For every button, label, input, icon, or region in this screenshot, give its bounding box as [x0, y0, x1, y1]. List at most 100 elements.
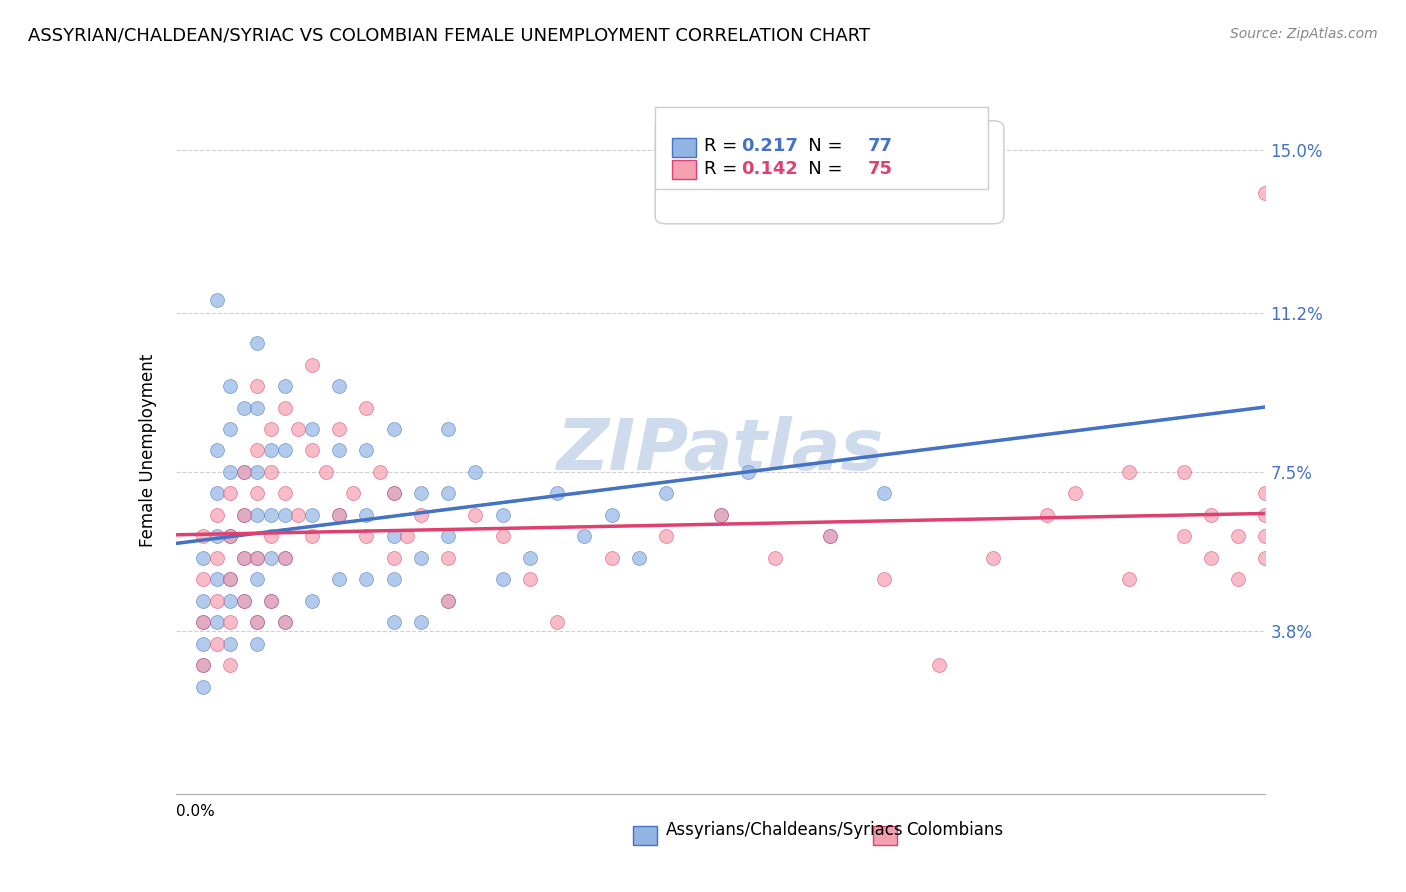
Text: 77: 77	[868, 137, 893, 155]
Point	[382, 422, 405, 436]
Point	[191, 615, 214, 630]
Point	[232, 465, 254, 479]
Point	[1227, 529, 1250, 543]
Point	[232, 550, 254, 565]
Point	[1254, 550, 1277, 565]
Point	[409, 615, 432, 630]
Point	[382, 529, 405, 543]
Point	[246, 486, 269, 500]
Point	[437, 550, 460, 565]
Point	[737, 465, 759, 479]
Point	[710, 508, 733, 522]
Point	[274, 550, 297, 565]
Point	[274, 615, 297, 630]
Point	[274, 615, 297, 630]
Point	[219, 465, 242, 479]
Point	[191, 572, 214, 586]
Point	[260, 443, 283, 458]
Point	[546, 486, 568, 500]
Point	[627, 550, 650, 565]
Text: 0.142: 0.142	[741, 160, 799, 178]
Point	[1199, 508, 1222, 522]
Point	[260, 529, 283, 543]
Point	[382, 486, 405, 500]
Point	[232, 593, 254, 607]
Point	[260, 465, 283, 479]
Point	[600, 550, 623, 565]
Point	[928, 186, 950, 200]
Point	[246, 401, 269, 415]
Point	[1173, 529, 1195, 543]
Point	[328, 572, 350, 586]
Point	[873, 486, 896, 500]
Text: ASSYRIAN/CHALDEAN/SYRIAC VS COLOMBIAN FEMALE UNEMPLOYMENT CORRELATION CHART: ASSYRIAN/CHALDEAN/SYRIAC VS COLOMBIAN FE…	[28, 27, 870, 45]
Point	[260, 508, 283, 522]
Point	[191, 615, 214, 630]
Point	[464, 508, 486, 522]
Point	[246, 550, 269, 565]
Point	[191, 637, 214, 651]
Text: 75: 75	[868, 160, 893, 178]
Text: N =: N =	[792, 160, 849, 178]
Point	[409, 550, 432, 565]
Point	[1254, 508, 1277, 522]
Point	[981, 550, 1004, 565]
Point	[232, 508, 254, 522]
Text: N =: N =	[792, 137, 849, 155]
Text: R =: R =	[704, 160, 744, 178]
Point	[328, 508, 350, 522]
Y-axis label: Female Unemployment: Female Unemployment	[139, 354, 157, 547]
Point	[191, 658, 214, 673]
Point	[382, 572, 405, 586]
Point	[274, 443, 297, 458]
Point	[301, 508, 323, 522]
Point	[260, 593, 283, 607]
Point	[246, 615, 269, 630]
Point	[287, 422, 309, 436]
Point	[1036, 508, 1059, 522]
Point	[437, 529, 460, 543]
Point	[219, 637, 242, 651]
Point	[246, 550, 269, 565]
Bar	[873, 826, 897, 846]
Point	[818, 529, 841, 543]
Text: ZIPatlas: ZIPatlas	[557, 416, 884, 485]
Point	[232, 465, 254, 479]
Point	[205, 508, 228, 522]
Point	[382, 615, 405, 630]
Point	[205, 593, 228, 607]
Point	[246, 615, 269, 630]
Bar	[672, 138, 696, 157]
Point	[301, 529, 323, 543]
Point	[763, 550, 786, 565]
Bar	[672, 160, 696, 179]
Point	[356, 572, 378, 586]
Point	[274, 401, 297, 415]
Point	[437, 593, 460, 607]
Point	[260, 550, 283, 565]
Point	[464, 465, 486, 479]
Point	[1063, 486, 1085, 500]
Point	[409, 486, 432, 500]
Point	[191, 550, 214, 565]
Point	[1118, 465, 1140, 479]
Point	[246, 465, 269, 479]
Point	[274, 486, 297, 500]
Point	[710, 508, 733, 522]
Point	[301, 422, 323, 436]
Point	[260, 593, 283, 607]
Point	[437, 422, 460, 436]
Point	[1254, 186, 1277, 200]
Point	[246, 379, 269, 393]
Point	[219, 658, 242, 673]
Point	[219, 422, 242, 436]
Point	[191, 658, 214, 673]
Point	[1173, 465, 1195, 479]
Point	[437, 593, 460, 607]
Point	[205, 615, 228, 630]
Point	[274, 508, 297, 522]
Point	[274, 379, 297, 393]
Point	[232, 593, 254, 607]
Text: 0.217: 0.217	[741, 137, 799, 155]
Point	[274, 550, 297, 565]
